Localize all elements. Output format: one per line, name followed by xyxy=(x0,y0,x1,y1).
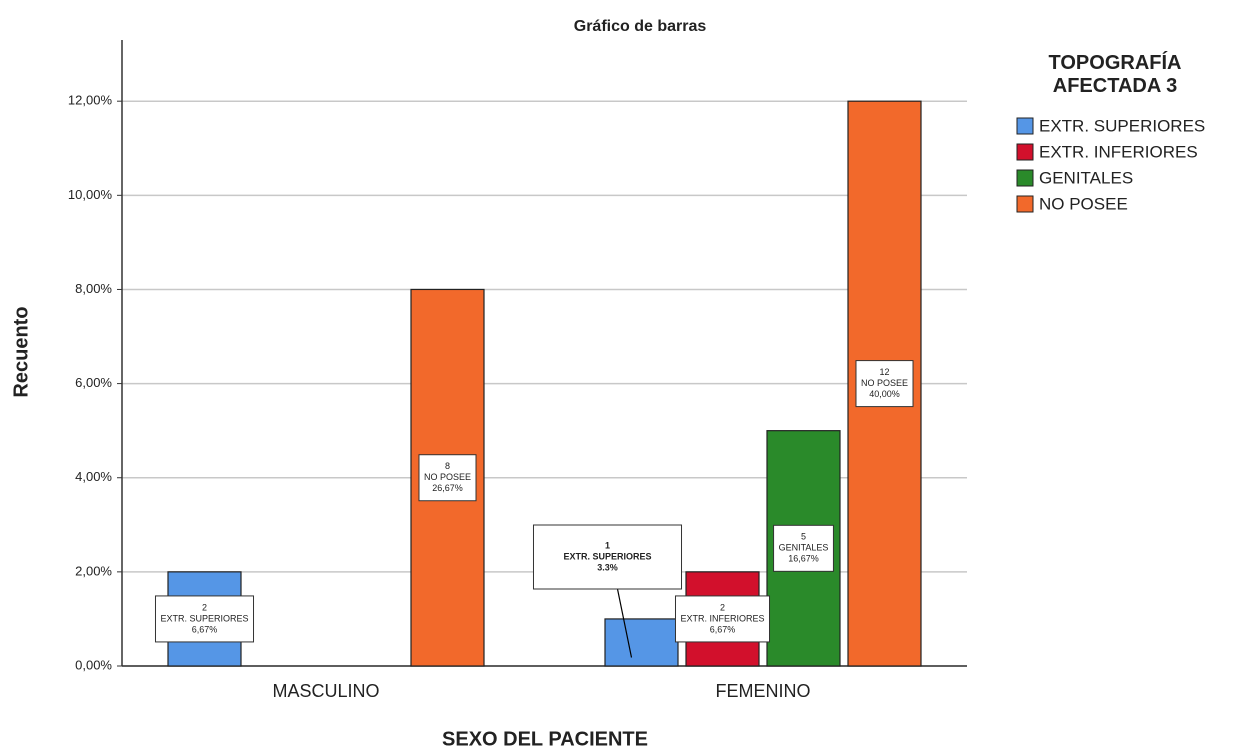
legend-label: NO POSEE xyxy=(1039,194,1128,213)
data-label-count: 8 xyxy=(445,461,450,471)
data-label-count: 5 xyxy=(801,532,806,542)
x-tick-label: FEMENINO xyxy=(715,681,810,701)
y-tick-label: 2,00% xyxy=(75,563,112,578)
data-label-name: EXTR. INFERIORES xyxy=(680,613,764,623)
legend-label: EXTR. SUPERIORES xyxy=(1039,116,1205,135)
data-label-percent: 6,67% xyxy=(710,624,736,634)
data-label-percent: 16,67% xyxy=(788,554,819,564)
legend-swatch xyxy=(1016,195,1034,213)
legend-swatch xyxy=(1016,169,1034,187)
data-label-name: EXTR. SUPERIORES xyxy=(160,613,248,623)
data-label-box xyxy=(674,595,771,643)
y-tick-label: 4,00% xyxy=(75,469,112,484)
callout-line xyxy=(616,588,633,658)
y-tick-label: 12,00% xyxy=(68,93,113,108)
y-tick-label: 0,00% xyxy=(75,657,112,672)
data-label-box xyxy=(773,524,834,572)
legend-swatch xyxy=(1016,143,1034,161)
legend-title: TOPOGRAFÍA AFECTADA 3 xyxy=(1048,52,1182,97)
data-label-box xyxy=(418,454,477,502)
data-label-name: NO POSEE xyxy=(424,472,471,482)
data-label-box xyxy=(532,524,683,590)
legend-label: GENITALES xyxy=(1039,168,1133,187)
data-label-name: GENITALES xyxy=(779,543,829,553)
data-label-box xyxy=(855,360,914,408)
x-axis-title: SEXO DEL PACIENTE xyxy=(442,728,648,750)
data-label-name: NO POSEE xyxy=(861,378,908,388)
bar xyxy=(604,618,679,667)
data-label-box xyxy=(154,595,255,643)
chart-title: Gráfico de barras xyxy=(574,18,707,35)
data-label-name: EXTR. SUPERIORES xyxy=(563,551,651,561)
data-label-count: 12 xyxy=(879,367,889,377)
data-label-percent: 26,67% xyxy=(432,483,463,493)
data-label-percent: 40,00% xyxy=(869,389,900,399)
x-tick-label: MASCULINO xyxy=(272,681,379,701)
data-label-count: 2 xyxy=(720,602,725,612)
data-label-count: 2 xyxy=(202,602,207,612)
data-label-percent: 3.3% xyxy=(597,562,618,572)
y-axis-title: Recuento xyxy=(10,306,32,397)
y-tick-label: 10,00% xyxy=(68,187,113,202)
data-label-count: 1 xyxy=(605,540,610,550)
legend-label: EXTR. INFERIORES xyxy=(1039,142,1198,161)
y-tick-label: 6,00% xyxy=(75,375,112,390)
y-tick-label: 8,00% xyxy=(75,281,112,296)
legend-swatch xyxy=(1016,117,1034,135)
data-label-percent: 6,67% xyxy=(192,624,218,634)
